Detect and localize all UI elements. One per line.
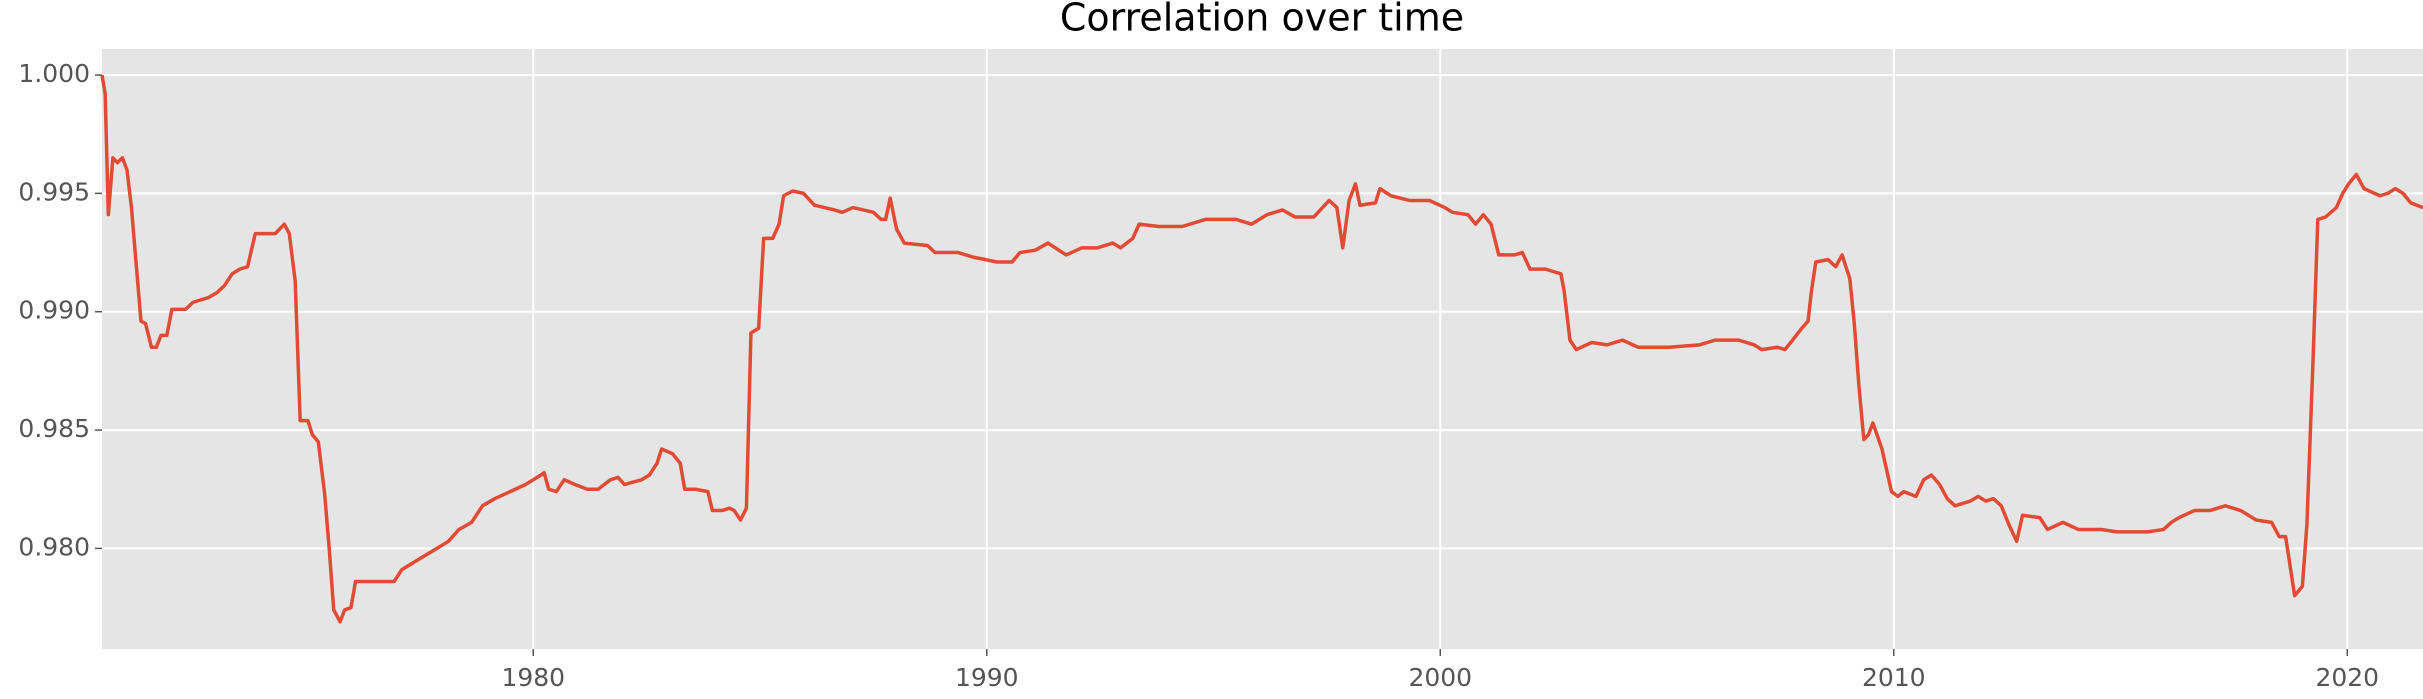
y-tick-label: 1.000 — [18, 59, 90, 88]
y-tick-label: 0.985 — [18, 414, 90, 443]
data-line — [100, 74, 2423, 624]
chart-title: Correlation over time — [1060, 0, 1464, 40]
x-tick-label: 1990 — [955, 663, 1019, 692]
x-tick-label: 1980 — [501, 663, 565, 692]
x-tick-label: 2000 — [1408, 663, 1472, 692]
y-tick-label: 0.990 — [18, 296, 90, 325]
plot-background — [102, 49, 2423, 649]
x-tick-label: 2020 — [2315, 663, 2379, 692]
y-tick-label: 0.995 — [18, 177, 90, 206]
x-tick-label: 2010 — [1862, 663, 1926, 692]
y-tick-label: 0.980 — [18, 532, 90, 561]
